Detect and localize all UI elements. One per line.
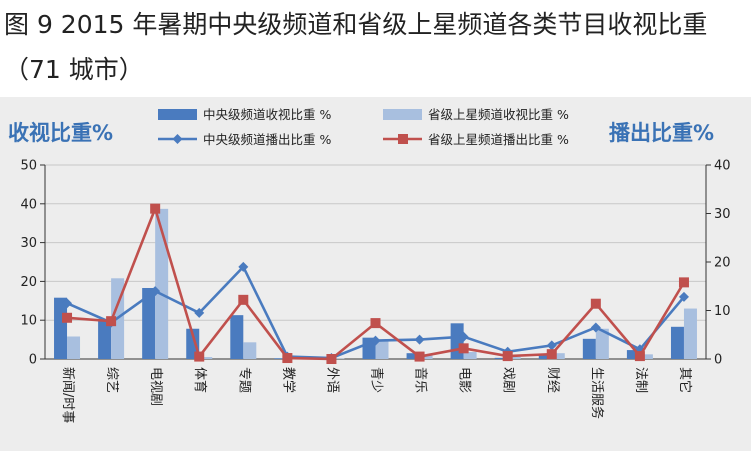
bar-provincial-view: [199, 357, 213, 359]
chart-title: 图 9 2015 年暑期中央级频道和省级上星频道各类节目收视比重（71 城市）: [4, 10, 708, 84]
right-tick-label: 20: [714, 256, 731, 271]
legend: 中央级频道收视比重 % 省级上星频道收视比重 % 中央级频道播出比重 % 省级上…: [158, 107, 569, 147]
bar-provincial-view: [507, 357, 521, 359]
bar-central-view: [670, 326, 684, 359]
left-tick-label: 40: [20, 197, 37, 212]
point-diamond: [590, 322, 601, 333]
bar-provincial-view: [551, 353, 565, 359]
axis-layer: [40, 164, 711, 360]
category-label: 体育: [192, 367, 208, 393]
legend-marker-provincial-broadcast: [398, 134, 408, 144]
bar-central-view: [626, 350, 640, 359]
point-diamond: [150, 286, 161, 297]
right-tick-label: 40: [714, 159, 731, 174]
bar-provincial-view: [683, 308, 697, 359]
left-tick-label: 10: [20, 314, 37, 329]
legend-marker-central-broadcast: [172, 134, 183, 144]
point-square: [370, 318, 381, 329]
line-layer: [62, 203, 689, 364]
bar-provincial-view: [243, 342, 257, 359]
bar-central-view: [142, 287, 156, 359]
category-label: 电视剧: [148, 367, 163, 406]
point-square: [678, 277, 689, 288]
legend-label-central-broadcast: 中央级频道播出比重 %: [203, 132, 331, 147]
bar-central-view: [538, 353, 552, 359]
point-square: [282, 353, 293, 364]
bar-provincial-view: [419, 355, 433, 359]
right-tick-label: 0: [714, 353, 722, 368]
legend-swatch-central-view: [158, 109, 197, 120]
category-label: 其它: [677, 367, 693, 393]
bar-central-view: [274, 358, 288, 359]
category-label: 财经: [545, 367, 560, 393]
right-axis-title: 播出比重%: [609, 121, 714, 145]
bar-provincial-view: [639, 354, 653, 359]
point-square: [590, 298, 601, 309]
point-square: [634, 351, 645, 362]
bar-provincial-view: [595, 328, 609, 359]
category-label: 电影: [457, 367, 472, 393]
chart-svg: 0 10 20 30 40 50 0 10 20 30 40 新闻/时事 综艺 电视剧 体育 专题 教学 外语 青少…: [8, 107, 731, 424]
category-label: 青少: [369, 367, 384, 393]
bar-central-view: [54, 297, 68, 359]
right-tick-label: 30: [714, 207, 731, 222]
bar-provincial-view: [463, 352, 477, 359]
bar-central-view: [494, 357, 508, 359]
point-square: [238, 294, 249, 305]
left-tick-label: 20: [20, 275, 37, 290]
category-label: 专题: [236, 367, 251, 393]
bar-central-view: [98, 319, 112, 359]
right-tick-label: 10: [714, 304, 731, 319]
label-layer: 0 10 20 30 40 50 0 10 20 30 40 新闻/时事 综艺 电视剧 体育 专题 教学 外语 青少…: [20, 159, 730, 424]
legend-label-central-view: 中央级频道收视比重 %: [203, 107, 331, 122]
bar-provincial-view: [67, 336, 81, 359]
point-diamond: [370, 335, 381, 346]
bar-central-view: [450, 323, 464, 359]
chart-panel: [0, 97, 751, 451]
category-label: 教学: [280, 367, 296, 393]
point-diamond: [414, 334, 425, 345]
point-diamond: [546, 340, 557, 351]
bar-central-view: [406, 353, 420, 359]
category-label: 法制: [633, 367, 648, 393]
point-diamond: [238, 261, 249, 272]
left-axis-title: 收视比重%: [8, 121, 113, 145]
bar-provincial-view: [155, 208, 169, 359]
point-square: [414, 351, 425, 362]
point-square: [326, 354, 337, 364]
left-tick-label: 50: [20, 159, 37, 174]
point-square: [62, 312, 73, 323]
point-diamond: [194, 307, 205, 318]
point-square: [106, 316, 117, 327]
legend-label-provincial-broadcast: 省级上星频道播出比重 %: [428, 132, 569, 147]
legend-label-provincial-view: 省级上星频道收视比重 %: [428, 107, 569, 122]
point-square: [194, 351, 205, 362]
category-label: 外语: [324, 367, 339, 393]
category-label: 音乐: [413, 367, 429, 393]
point-square: [546, 349, 557, 360]
legend-swatch-provincial-view: [383, 109, 422, 120]
bar-central-view: [186, 328, 200, 359]
point-diamond: [62, 298, 73, 309]
bar-central-view: [230, 315, 244, 359]
point-diamond: [458, 331, 469, 342]
left-tick-label: 0: [29, 353, 37, 368]
bar-provincial-view: [375, 339, 389, 359]
category-label: 生活服务: [589, 367, 605, 419]
point-square: [150, 203, 161, 214]
category-label: 新闻/时事: [60, 367, 76, 423]
point-square: [458, 343, 469, 354]
point-square: [502, 351, 513, 362]
bar-central-view: [582, 338, 596, 359]
category-label: 戏剧: [501, 367, 516, 393]
point-diamond: [678, 291, 689, 302]
left-tick-label: 30: [20, 236, 37, 251]
category-label: 综艺: [104, 367, 119, 393]
